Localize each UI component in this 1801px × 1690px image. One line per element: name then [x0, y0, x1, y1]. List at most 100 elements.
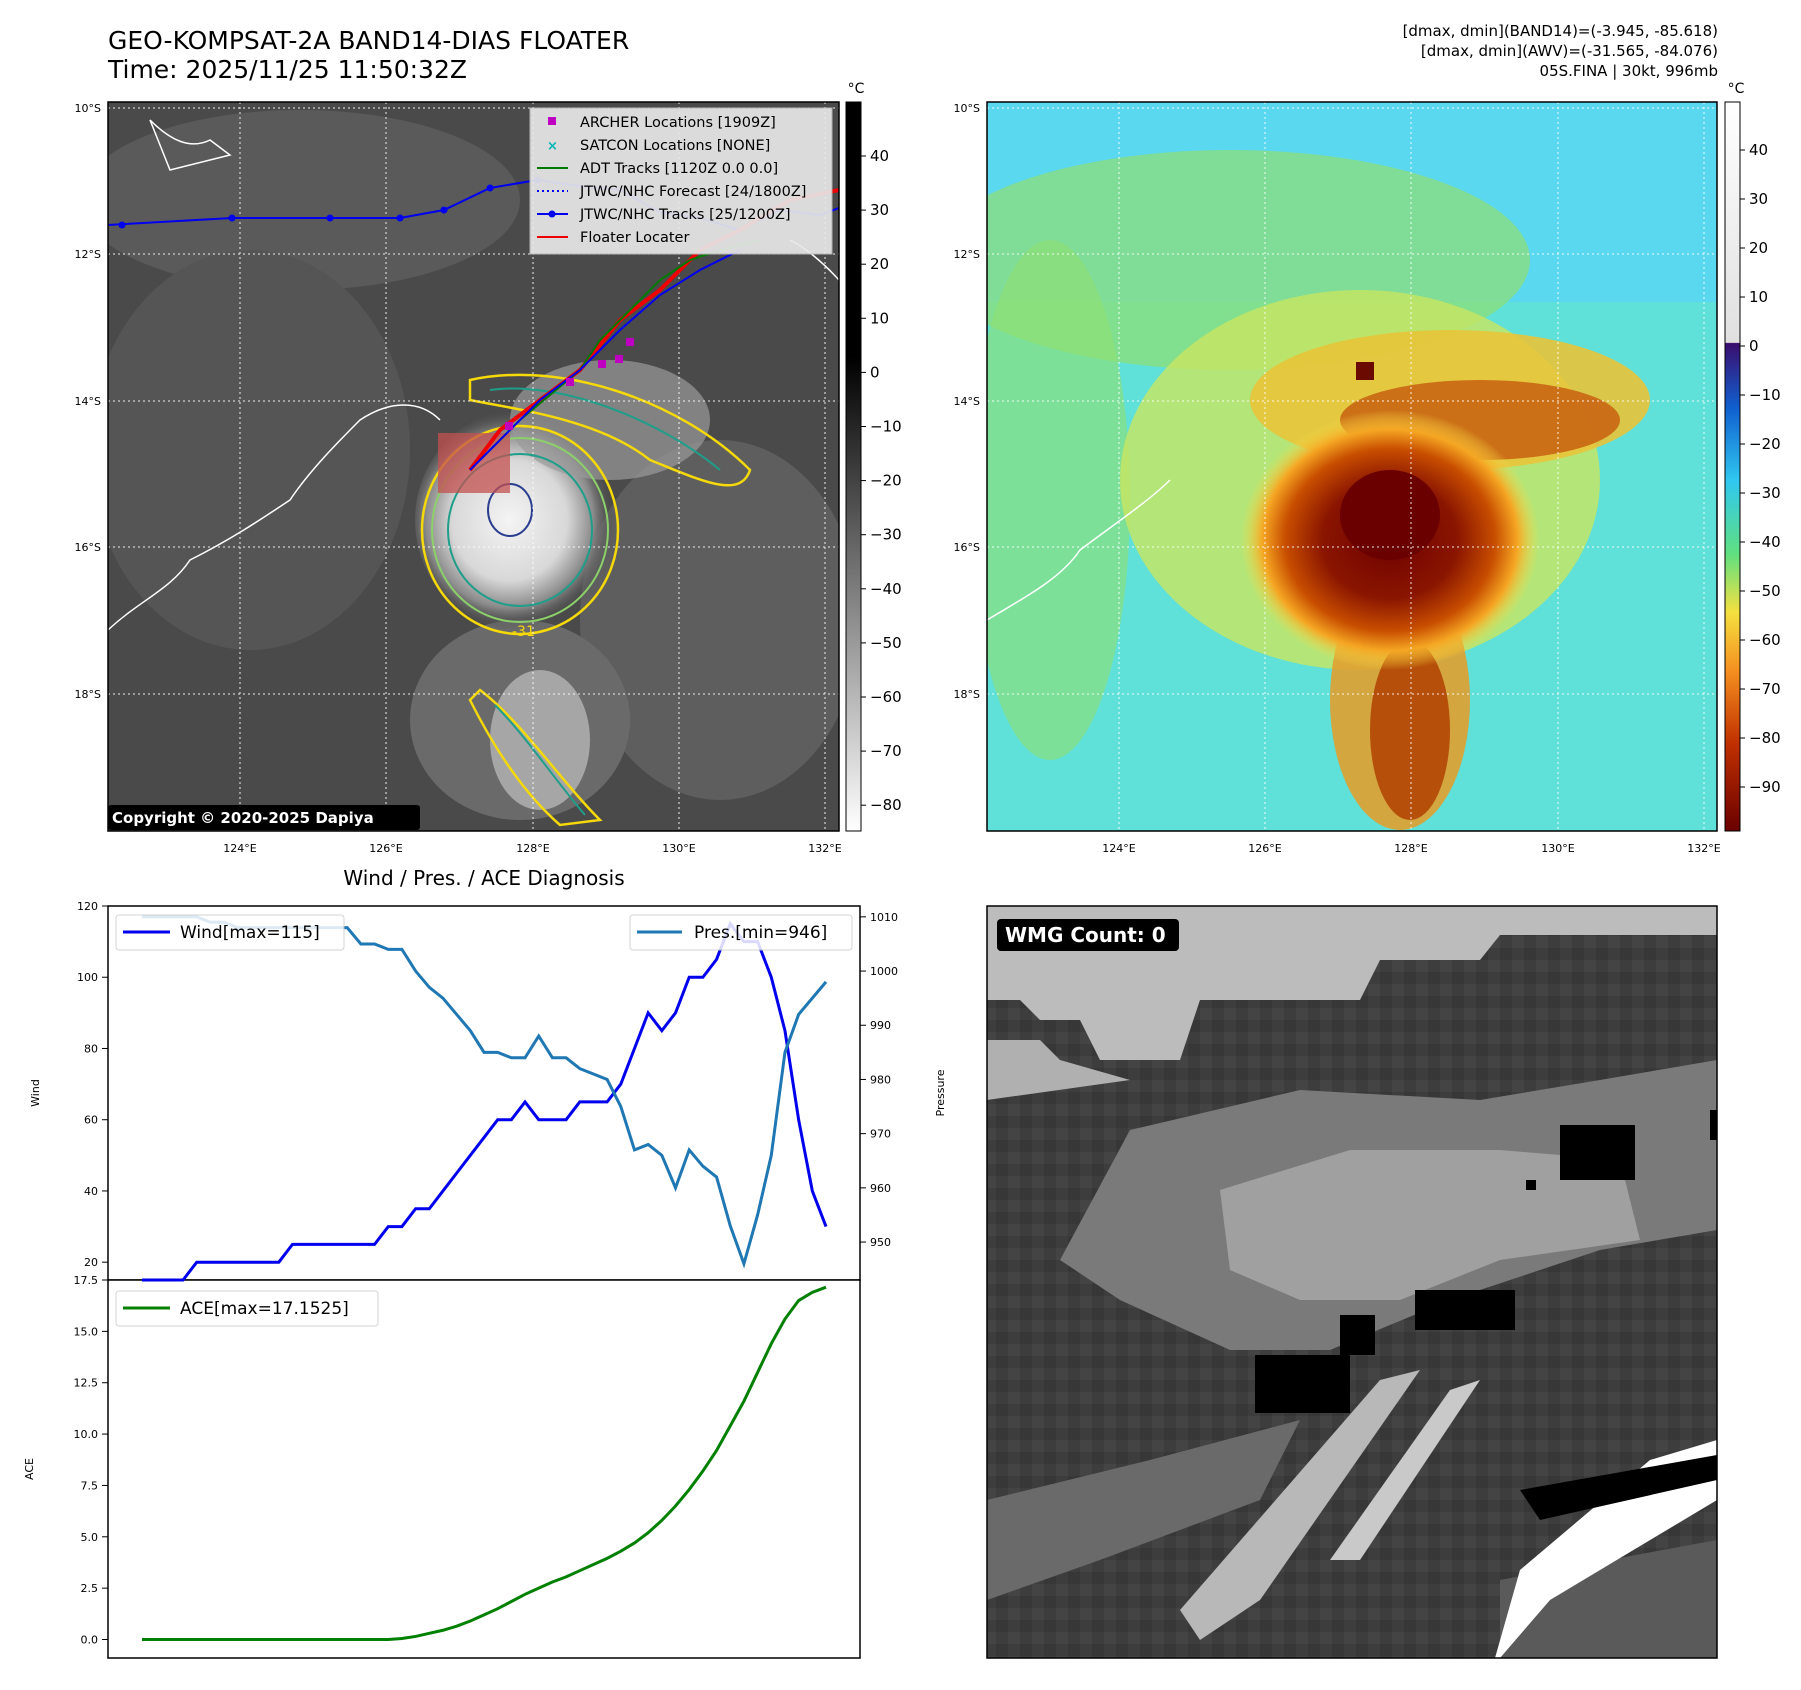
wind-ytick-label: 80	[84, 1042, 98, 1055]
awv-colorbar-label: −30	[1749, 484, 1781, 502]
awv-lon-labels: 124°E 126°E 128°E 130°E 132°E	[1102, 842, 1720, 855]
ir-lon-label: 126°E	[369, 842, 402, 855]
awv-lon-label: 126°E	[1248, 842, 1281, 855]
ace-ytick-label: 12.5	[74, 1377, 99, 1390]
pressure-ytick-label: 1010	[870, 911, 898, 924]
ir-lat-label: 12°S	[75, 248, 101, 261]
ir-lon-label: 128°E	[516, 842, 549, 855]
awv-gridlines	[987, 102, 1717, 831]
pressure-legend: Pres.[min=946]	[629, 914, 853, 951]
diagnosis-panel: Wind / Pres. / ACE Diagnosis Wind Pressu…	[23, 866, 947, 1659]
awv-colorbar-label: 0	[1749, 337, 1759, 355]
ace-ytick-label: 5.0	[81, 1531, 99, 1544]
ir-colorbar-label: −30	[870, 526, 902, 544]
ir-colorbar-label: −60	[870, 688, 902, 706]
wind-axis-label: Wind	[29, 1079, 42, 1107]
awv-colorbar-label: −40	[1749, 533, 1781, 551]
awv-imagery	[987, 102, 1717, 831]
copyright-text: Copyright © 2020-2025 Dapiya	[112, 809, 374, 827]
awv-colorbar-label: −50	[1749, 582, 1781, 600]
legend-label-forecast: JTWC/NHC Forecast [24/1800Z]	[579, 184, 806, 200]
info-storm-status: 05S.FINA | 30kt, 996mb	[1539, 62, 1718, 80]
ir-colorbar-label: −20	[870, 472, 902, 490]
ir-lon-label: 124°E	[223, 842, 256, 855]
ir-lon-labels: 124°E 126°E 128°E 130°E 132°E	[223, 842, 841, 855]
awv-lat-label: 12°S	[954, 248, 980, 261]
ir-colorbar-label: 10	[870, 309, 889, 327]
pressure-ytick-label: 990	[870, 1019, 891, 1032]
ir-colorbar-label: 20	[870, 255, 889, 273]
legend-marker-archer	[548, 117, 556, 125]
pressure-ytick-label: 950	[870, 1236, 891, 1249]
diagnosis-title: Wind / Pres. / ACE Diagnosis	[343, 866, 624, 890]
copyright-box: Copyright © 2020-2025 Dapiya	[108, 805, 420, 830]
ir-colorbar-label: −10	[870, 418, 902, 436]
wind-ytick-label: 120	[77, 900, 98, 913]
pressure-ytick-label: 970	[870, 1128, 891, 1141]
ir-colorbar-label: −70	[870, 742, 902, 760]
ace-axes	[107, 1279, 861, 1659]
ir-lat-label: 18°S	[75, 688, 101, 701]
awv-map-panel: 10°S 12°S 14°S 16°S 18°S 124°E 126°E 128…	[954, 81, 1781, 855]
wind-ytick-label: 40	[84, 1185, 98, 1198]
awv-colorbar-unit: °C	[1728, 81, 1745, 97]
awv-lon-label: 128°E	[1394, 842, 1427, 855]
pressure-axis-label: Pressure	[934, 1069, 947, 1116]
ace-ytick-label: 2.5	[81, 1582, 99, 1595]
ir-colorbar-unit: °C	[848, 81, 865, 97]
awv-colorbar-label: −60	[1749, 631, 1781, 649]
ir-lon-label: 132°E	[808, 842, 841, 855]
ir-map-frame	[107, 101, 840, 832]
ace-legend: ACE[max=17.1525]	[115, 1290, 379, 1327]
ace-ytick-label: 10.0	[74, 1428, 99, 1441]
wmg-count-badge: WMG Count: 0	[997, 919, 1179, 951]
wmg-frame	[986, 905, 1718, 1659]
legend-label-jtwc: JTWC/NHC Tracks [25/1200Z]	[579, 207, 791, 223]
awv-colorbar-label: 30	[1749, 190, 1768, 208]
ace-ytick-label: 17.5	[74, 1274, 99, 1287]
legend-label-adt: ADT Tracks [1120Z 0.0 0.0]	[580, 161, 778, 177]
ir-lat-labels: 10°S 12°S 14°S 16°S 18°S	[75, 102, 101, 701]
awv-colorbar-label: −70	[1749, 680, 1781, 698]
contour-label: -31	[512, 624, 535, 640]
wind-pres-axes	[107, 905, 861, 1281]
wind-ytick-label: 20	[84, 1256, 98, 1269]
wind-ytick-label: 100	[77, 971, 98, 984]
jtwc-track-storm	[469, 249, 741, 471]
wmg-imagery	[987, 906, 1717, 1658]
awv-lon-label: 130°E	[1541, 842, 1574, 855]
ir-colorbar-label: −50	[870, 634, 902, 652]
awv-colorbar-label: −90	[1749, 778, 1781, 796]
ir-lat-label: 10°S	[75, 102, 101, 115]
legend-marker-satcon: ×	[547, 139, 558, 154]
pressure-ytick-label: 960	[870, 1182, 891, 1195]
ace-ytick-label: 0.0	[81, 1634, 99, 1647]
ir-lat-label: 16°S	[75, 541, 101, 554]
awv-colorbar: °C 40 30 20 10 0 −10 −20 −30 −40 −50 −60 −70 −80 −90	[1724, 81, 1781, 832]
ace-legend-label: ACE[max=17.1525]	[180, 1299, 349, 1319]
figure-title-line1: GEO-KOMPSAT-2A BAND14-DIAS FLOATER	[108, 26, 630, 55]
awv-lat-labels: 10°S 12°S 14°S 16°S 18°S	[954, 102, 980, 701]
ir-lat-label: 14°S	[75, 395, 101, 408]
ir-legend: ARCHER Locations [1909Z] × SATCON Locati…	[529, 107, 833, 255]
pressure-ytick-label: 1000	[870, 965, 898, 978]
wind-ytick-label: 60	[84, 1114, 98, 1127]
awv-lat-label: 14°S	[954, 395, 980, 408]
ir-colorbar-label: −80	[870, 796, 902, 814]
archer-locations	[505, 338, 634, 430]
ir-colorbar-label: 40	[870, 147, 889, 165]
pressure-legend-label: Pres.[min=946]	[694, 923, 827, 943]
ir-colorbar: °C 40 30 20 10 0 −10 −20 −30 −40 −50 −60 −70 −80	[845, 81, 902, 832]
wind-legend: Wind[max=115]	[115, 914, 345, 951]
ir-map-panel: -31 10°S 12°S 14°S 16°S 18°S 124°E 126°E…	[75, 81, 902, 855]
awv-colorbar-label: 10	[1749, 288, 1768, 306]
legend-label-floater: Floater Locater	[580, 230, 689, 246]
wmg-panel: WMG Count: 0	[986, 905, 1718, 1659]
ir-colorbar-label: 30	[870, 201, 889, 219]
ir-colorbar-label: 0	[870, 363, 880, 381]
awv-colorbar-label: 40	[1749, 141, 1768, 159]
wmg-count-label: WMG Count: 0	[1005, 923, 1166, 947]
ace-series-line	[142, 1285, 827, 1642]
awv-colorbar-label: −20	[1749, 435, 1781, 453]
info-awv-range: [dmax, dmin](AWV)=(-31.565, -84.076)	[1420, 42, 1718, 60]
